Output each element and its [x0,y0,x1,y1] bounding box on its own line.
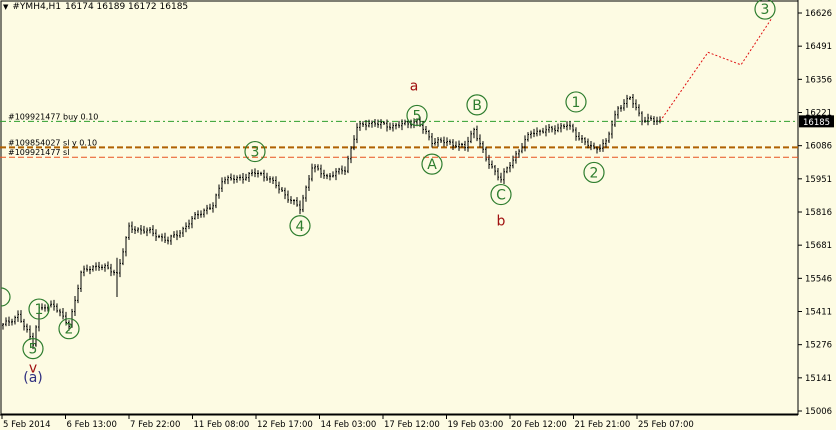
wave-label: 1 [35,302,44,318]
wave-label-circle [490,183,512,206]
time-tick-label: 11 Feb 08:00 [194,420,250,430]
wave-label-circle [754,0,776,20]
wave-label-circle [565,91,587,113]
order-line-label: #109921477 buy 0.10 [8,112,98,121]
time-tick-label: 12 Feb 17:00 [257,420,313,430]
wave-label-circle [28,298,50,320]
current-price-label: 16185 [803,118,830,128]
price-bars [2,94,661,350]
price-tick-label: 16626 [805,9,832,19]
order-line-label: #109854027 sl y 0.10 [8,138,97,147]
wave-label: 2 [65,322,74,338]
wave-label-circle [406,104,428,127]
wave-label-circle [466,94,488,116]
price-tick-label: 16086 [805,142,832,152]
wave-label: B [472,98,482,114]
wave-label: 5 [29,342,38,358]
wave-labels: 1 2 3 4 5 A B C 1 2 3 5 a b v(a) [0,0,776,386]
wave-label-circle [244,140,266,163]
chart-header: ▼ #YMH4,H1 16174 16189 16172 16185 [3,2,188,12]
price-tick-label: 15141 [805,374,832,384]
price-tick-label: 16491 [805,42,832,52]
wave-label: 2 [590,165,599,181]
wave-label: v [29,360,37,376]
price-tick-label: 15546 [805,274,832,284]
wave-label-circle [58,318,80,340]
time-axis: 5 Feb 2014 6 Feb 13:00 7 Feb 22:00 11 Feb 0… [1,415,694,430]
time-tick-label: 14 Feb 03:00 [321,420,377,430]
wave-label: b [497,213,506,229]
wave-label: (a) [23,370,43,386]
time-tick-label: 5 Feb 2014 [3,420,51,430]
time-tick-label: 7 Feb 22:00 [130,420,180,430]
wave-label-circle [421,153,443,175]
price-tick-label: 16356 [805,75,832,85]
wave-label: 5 [413,108,422,124]
forecast-line [659,19,772,122]
wave-label: 1 [572,95,581,111]
header-prices: 16174 16189 16172 16185 [65,2,189,12]
header-symbol: #YMH4,H1 [12,2,62,12]
price-axis: 16626 16491 16356 16221 16086 15951 15816 15681… [798,9,834,417]
price-tick-label: 15951 [805,175,832,185]
wave-label-circle [583,161,605,184]
time-tick-label: 6 Feb 13:00 [67,420,117,430]
wave-label-partial [0,287,11,307]
wave-label: 4 [296,219,305,235]
time-tick-label: 21 Feb 21:00 [575,420,631,430]
wave-label: 3 [761,2,770,18]
order-lines: #109921477 buy 0.10 #109854027 sl y 0.10#… [0,112,798,158]
order-line-label: #109921477 sl [8,148,69,157]
forecast-path [659,19,772,122]
wave-label-circle [289,215,311,237]
wave-label: a [410,79,419,95]
current-price-tag [799,115,834,128]
price-tick-label: 15681 [805,241,832,251]
time-tick-label: 19 Feb 03:00 [448,420,504,430]
price-tick-label: 15816 [805,208,832,218]
price-tick-label: 15411 [805,308,832,318]
wave-label: A [427,157,437,173]
price-tick-label: 16221 [805,109,832,119]
header-arrow-icon: ▼ [3,3,9,11]
time-tick-label: 20 Feb 12:00 [511,420,567,430]
price-tick-label: 15276 [805,341,832,351]
time-tick-label: 17 Feb 12:00 [384,420,440,430]
price-tick-label: 15006 [805,407,832,417]
time-tick-label: 25 Feb 07:00 [638,420,694,430]
wave-label: 3 [251,145,260,161]
wave-label: C [496,188,506,204]
wave-label-circle [22,337,44,360]
